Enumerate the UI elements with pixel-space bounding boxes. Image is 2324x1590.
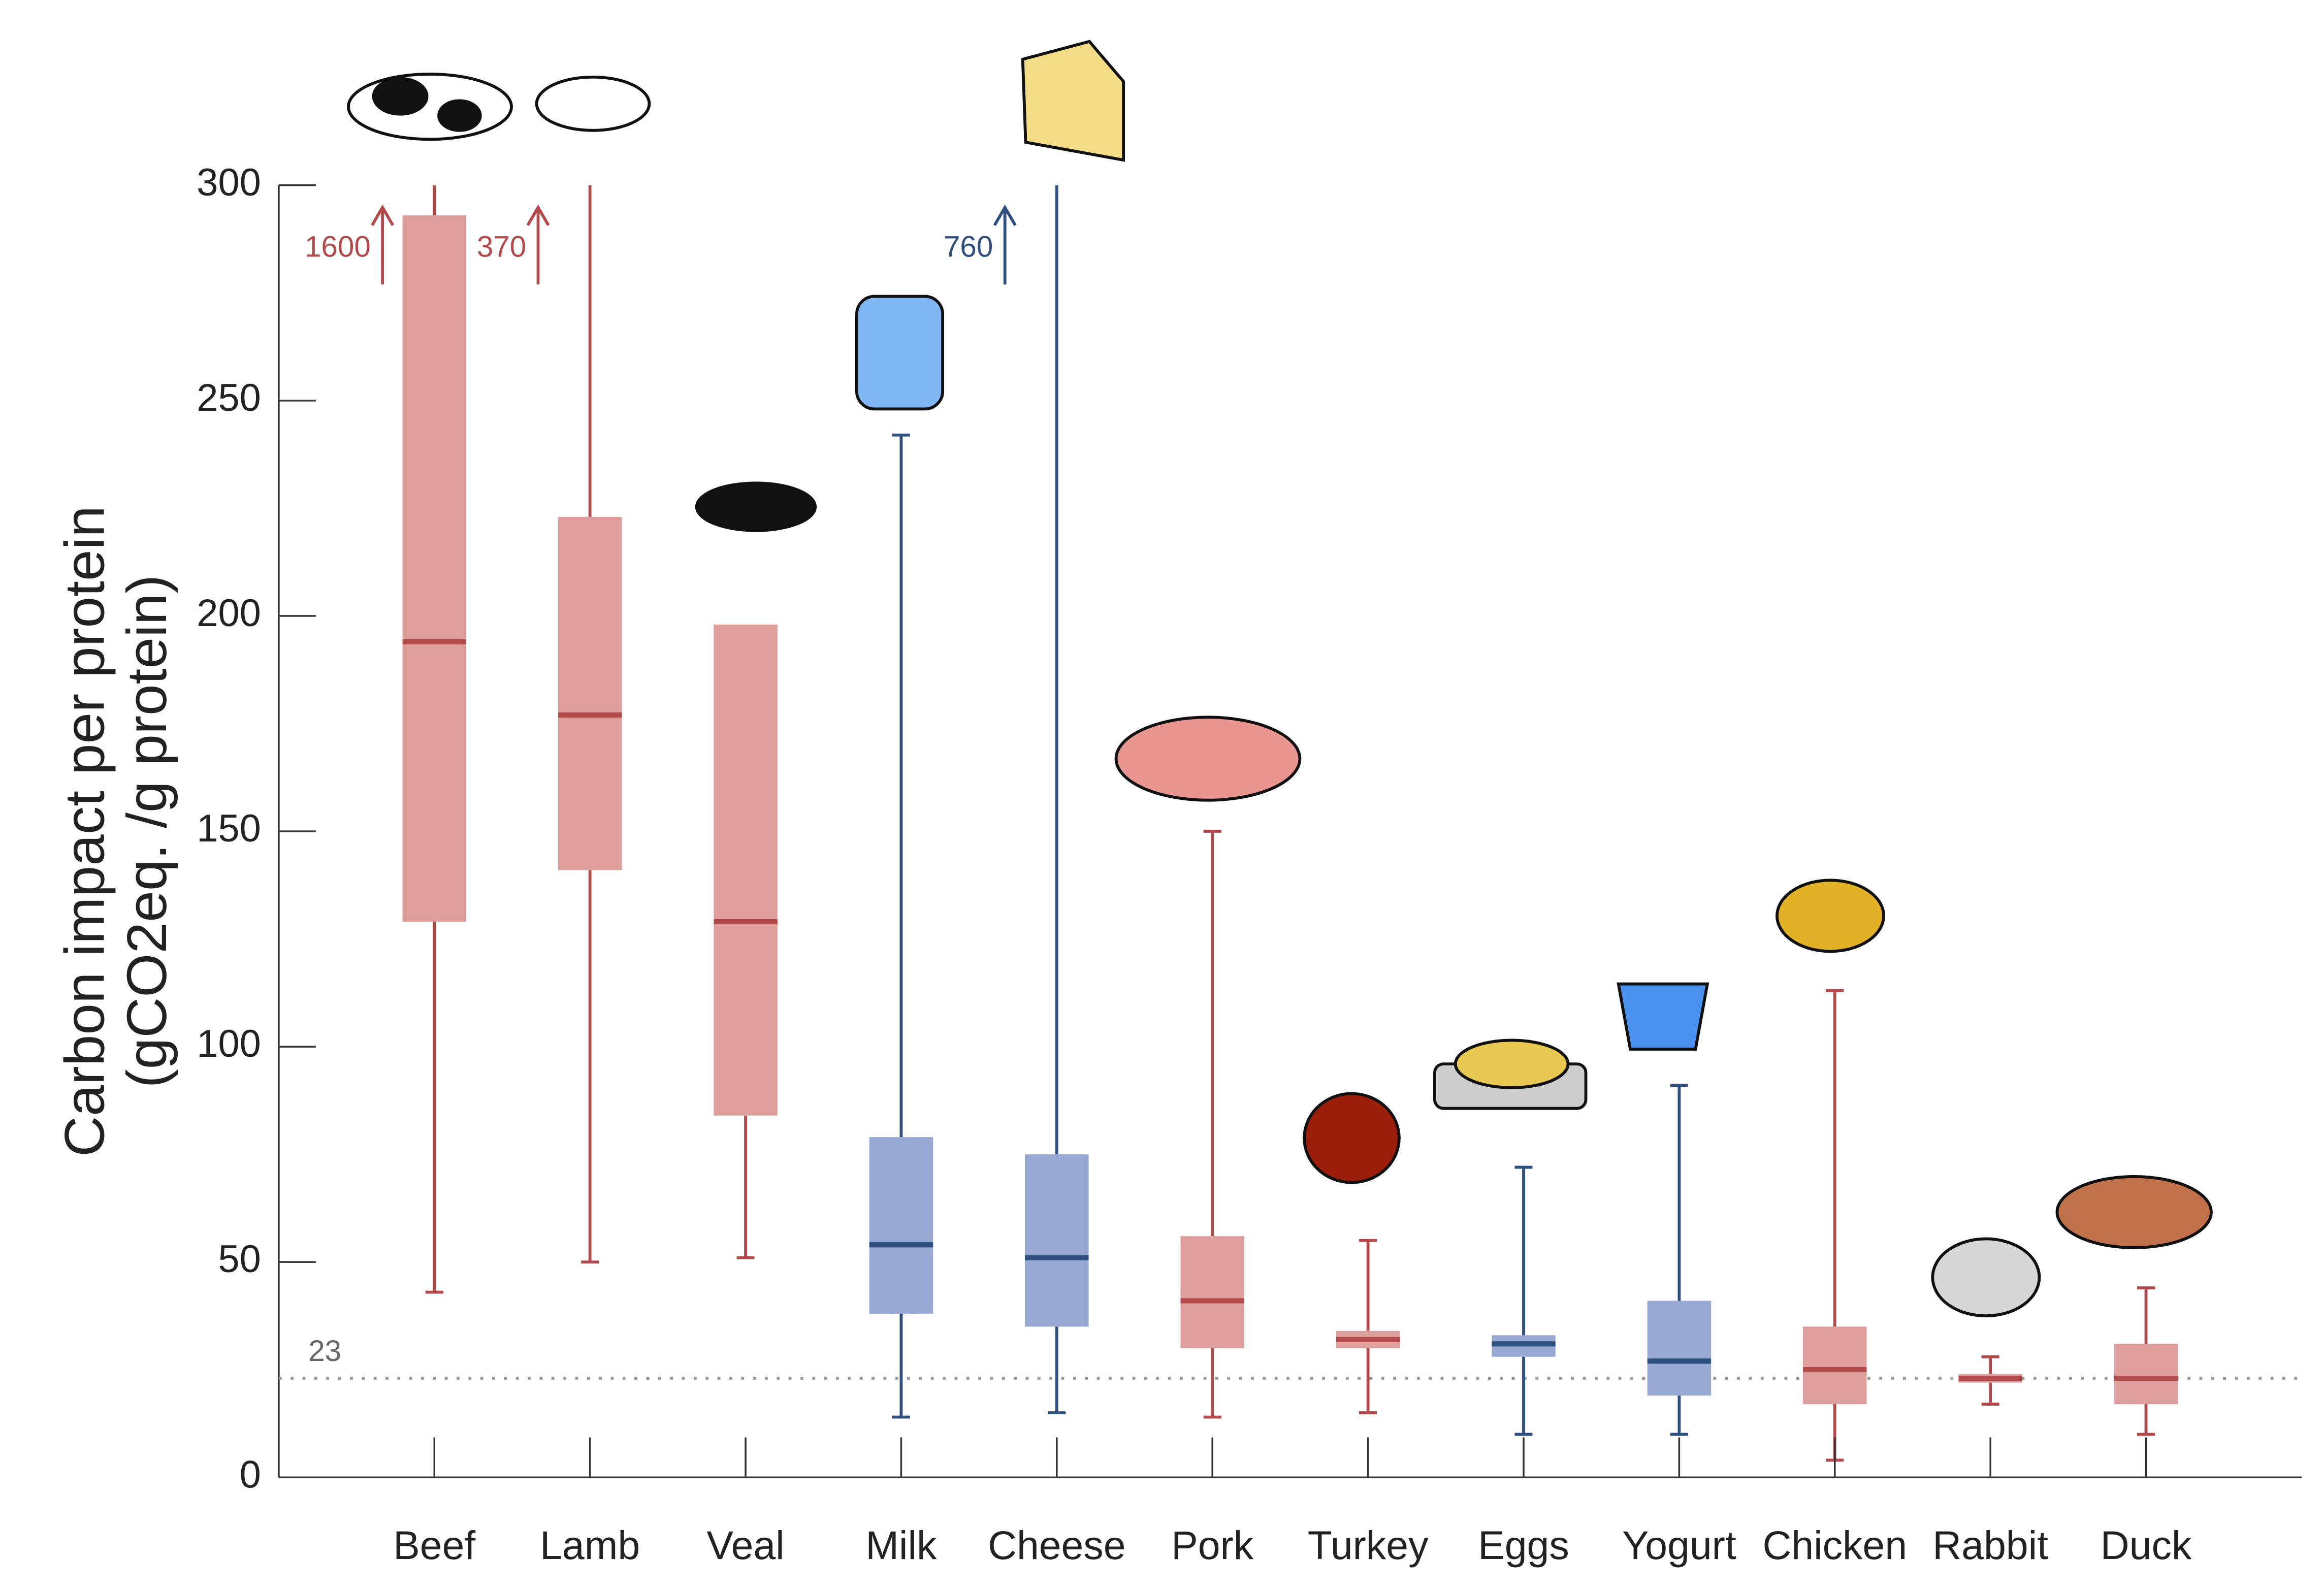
overflow-label: 370 (477, 231, 526, 264)
y-tick-label: 300 (197, 161, 261, 204)
y-tick-label: 200 (197, 592, 261, 635)
box (402, 215, 467, 922)
x-tick-label: Chicken (1762, 1523, 1907, 1568)
icon-veal (695, 481, 817, 532)
icon-cow-spot (372, 77, 429, 116)
icon-cow-spot (437, 99, 482, 132)
x-tick-label: Eggs (1478, 1523, 1569, 1568)
x-tick-label: Cheese (988, 1523, 1126, 1568)
icon-yogurt (1617, 982, 1709, 1051)
icon-cow (347, 72, 513, 141)
x-tick-label: Turkey (1308, 1523, 1429, 1568)
overflow-arrow (371, 204, 395, 285)
box (2114, 1344, 2178, 1405)
box (869, 1137, 933, 1314)
x-tick-label: Pork (1171, 1523, 1254, 1568)
y-tick-label: 50 (218, 1238, 261, 1281)
icons (347, 40, 2213, 1318)
box (1180, 1236, 1244, 1348)
y-axis-title-line: Carbon impact per protein (54, 506, 116, 1157)
x-tick-label: Milk (865, 1523, 937, 1568)
x-tick-label: Beef (393, 1523, 475, 1568)
icon-pig (1114, 716, 1302, 802)
icon-rabbit (1931, 1237, 2041, 1318)
reference-label: 23 (308, 1335, 341, 1368)
icon-duck (2055, 1175, 2213, 1249)
y-tick-label: 150 (197, 807, 261, 850)
icon-cheese (1021, 40, 1125, 162)
y-axis-title: Carbon impact per protein (gCO2eq. /g pr… (54, 506, 179, 1157)
y-tick-label: 100 (197, 1022, 261, 1065)
box (558, 516, 622, 870)
overflow-label: 1600 (305, 231, 371, 264)
x-tick-label: Yogurt (1622, 1523, 1736, 1568)
icon-turkey (1303, 1092, 1401, 1184)
box (714, 624, 778, 1116)
y-axis-title-line: (gCO2eq. /g protein) (116, 575, 178, 1088)
x-tick-label: Rabbit (1932, 1523, 2048, 1568)
box (1025, 1154, 1089, 1327)
icon-eggs-top (1454, 1039, 1570, 1089)
icon-chicken (1776, 879, 1885, 953)
icon-milk (855, 295, 945, 411)
overflow-label: 760 (944, 231, 993, 264)
y-tick-label: 250 (197, 376, 261, 419)
box (1647, 1301, 1712, 1396)
x-tick-label: Duck (2101, 1523, 2192, 1568)
box (1803, 1326, 1867, 1405)
y-tick-label: 0 (240, 1453, 261, 1496)
plot-area (402, 185, 2178, 1462)
overflow-arrow (993, 204, 1017, 285)
overflow-arrow (526, 204, 550, 285)
x-tick-label: Veal (706, 1523, 784, 1568)
x-tick-label: Lamb (540, 1523, 640, 1568)
icon-sheep (535, 75, 651, 132)
